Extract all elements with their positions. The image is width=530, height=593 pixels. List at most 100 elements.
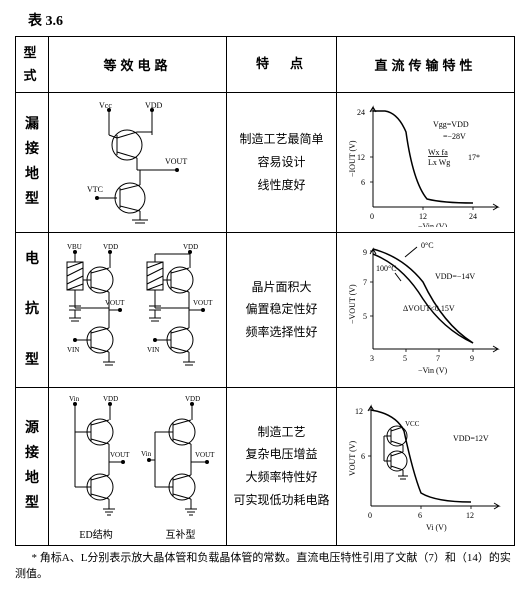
type-char: 型 <box>25 192 39 207</box>
circuit-cell: VBU VDD VOUT <box>49 232 227 387</box>
tick-label: 6 <box>361 452 365 461</box>
tick-label: 5 <box>363 312 367 321</box>
type-char: 接 <box>25 446 39 461</box>
circuit-cell: Vcc VDD VOUT VTC <box>49 92 227 232</box>
tick-label: 24 <box>357 108 365 117</box>
circuit-cell: Vin VDD VOUT VDD <box>49 387 227 545</box>
transfer-chart-icon: 12 24 0 6 12 24 Vgg=VDD =−28V Wx fa Lx W… <box>343 97 508 227</box>
features-cell: 制造工艺最简单 容易设计 线性度好 <box>226 92 336 232</box>
tick-label: 3 <box>370 354 374 363</box>
lbl: VDD <box>103 243 118 251</box>
table-row: 漏 接 地 型 Vcc VDD VOUT VTC <box>16 92 515 232</box>
annot: 100°C <box>376 264 397 273</box>
sub-caption: 互补型 <box>166 526 196 541</box>
feature-item: 复杂电压增益 <box>231 443 332 466</box>
table-title: 表 3.6 <box>28 10 520 30</box>
table-row: 源 接 地 型 Vin VDD VOUT <box>16 387 515 545</box>
lbl: VOUT <box>195 451 215 459</box>
lbl: Vcc <box>99 101 112 110</box>
table-row: 电 抗 型 VBU VDD <box>16 232 515 387</box>
chart-cell: 6 12 0 6 12 VCC VDD=12V Vi (V) <box>337 387 515 545</box>
tick-label: 12 <box>357 153 365 162</box>
sub-caption: ED结构 <box>79 526 112 541</box>
features-cell: 晶片面积大 偏置稳定性好 频率选择性好 <box>226 232 336 387</box>
transfer-chart-icon: 6 12 0 6 12 VCC VDD=12V Vi (V) <box>343 394 508 539</box>
row-type-label: 漏 接 地 型 <box>16 92 49 232</box>
lbl: VOUT <box>110 451 130 459</box>
row-type-label: 电 抗 型 <box>16 232 49 387</box>
feature-item: 晶片面积大 <box>231 276 332 299</box>
tick-label: 9 <box>470 354 474 363</box>
annot: Wx fa <box>428 148 448 157</box>
lbl: Vin <box>141 450 152 458</box>
type-char: 型 <box>25 353 39 368</box>
type-char: 型 <box>25 496 39 511</box>
ylabel: −IOUT (V) <box>348 140 357 177</box>
annot: 17* <box>468 153 480 162</box>
type-char: 源 <box>25 421 39 436</box>
tick-label: 12 <box>466 511 474 520</box>
tick-label: 0 <box>368 511 372 520</box>
type-char: 电 <box>25 252 39 267</box>
header-circuit: 等效电路 <box>49 37 227 93</box>
main-table: 型式 等效电路 特 点 直流传输特性 漏 接 地 型 Vcc VDD <box>15 36 515 546</box>
annot: Vgg=VDD <box>433 120 469 129</box>
header-row: 型式 等效电路 特 点 直流传输特性 <box>16 37 515 93</box>
feature-item: 容易设计 <box>231 151 332 174</box>
tick-label: 9 <box>363 248 367 257</box>
ylabel: VOUT (V) <box>348 440 357 476</box>
feature-item: 可实现低功耗电路 <box>231 489 332 512</box>
annot: 0°C <box>421 241 434 250</box>
xlabel: −Vin (V) <box>418 222 447 227</box>
lbl: VOUT <box>165 157 187 166</box>
tick-label: 12 <box>355 407 363 416</box>
feature-item: 大频率特性好 <box>231 466 332 489</box>
feature-item: 线性度好 <box>231 174 332 197</box>
circuit-diagram-icon: Vcc VDD VOUT VTC <box>57 100 217 225</box>
lbl: VDD <box>185 395 200 403</box>
annot: VCC <box>405 420 420 428</box>
tick-label: 7 <box>363 278 367 287</box>
xlabel: −Vin (V) <box>418 366 447 375</box>
lbl: VOUT <box>105 299 125 307</box>
type-char: 抗 <box>25 302 39 317</box>
type-char: 漏 <box>25 117 39 132</box>
lbl: VOUT <box>193 299 213 307</box>
features-cell: 制造工艺 复杂电压增益 大频率特性好 可实现低功耗电路 <box>226 387 336 545</box>
feature-item: 制造工艺最简单 <box>231 128 332 151</box>
chart-cell: 3 5 7 9 5 7 9 0°C 100°C VDD=−14V ΔVOUT<0… <box>337 232 515 387</box>
type-char: 接 <box>25 142 39 157</box>
feature-item: 制造工艺 <box>231 421 332 444</box>
header-features: 特 点 <box>226 37 336 93</box>
circuit-diagram-icon: Vin VDD VOUT VDD <box>55 392 220 532</box>
annot: Lx Wg <box>428 158 450 167</box>
lbl: VIN <box>67 346 79 354</box>
feature-item: 偏置稳定性好 <box>231 298 332 321</box>
tick-label: 7 <box>436 354 440 363</box>
footnote: * 角标A、L分别表示放大晶体管和负载晶体管的常数。直流电压特性引用了文献（7）… <box>15 550 515 583</box>
xlabel: Vi (V) <box>426 523 447 532</box>
lbl: VBU <box>67 243 82 251</box>
type-char: 地 <box>25 167 39 182</box>
row-type-label: 源 接 地 型 <box>16 387 49 545</box>
annot: VDD=12V <box>453 434 489 443</box>
annot: =−28V <box>443 132 466 141</box>
lbl: VDD <box>145 101 163 110</box>
lbl: Vin <box>69 395 80 403</box>
annot: ΔVOUT<0.15V <box>403 304 455 313</box>
chart-cell: 12 24 0 6 12 24 Vgg=VDD =−28V Wx fa Lx W… <box>337 92 515 232</box>
lbl: VDD <box>183 243 198 251</box>
ylabel: −VOUT (V) <box>348 284 357 324</box>
transfer-chart-icon: 3 5 7 9 5 7 9 0°C 100°C VDD=−14V ΔVOUT<0… <box>343 237 508 382</box>
tick-label: 0 <box>370 212 374 221</box>
lbl: VDD <box>103 395 118 403</box>
header-type: 型式 <box>16 37 49 93</box>
tick-label: 5 <box>403 354 407 363</box>
tick-label: 12 <box>419 212 427 221</box>
header-chart: 直流传输特性 <box>337 37 515 93</box>
tick-label: 6 <box>361 178 365 187</box>
lbl: VTC <box>87 185 103 194</box>
annot: VDD=−14V <box>435 272 475 281</box>
tick-label: 6 <box>418 511 422 520</box>
lbl: VIN <box>147 346 159 354</box>
